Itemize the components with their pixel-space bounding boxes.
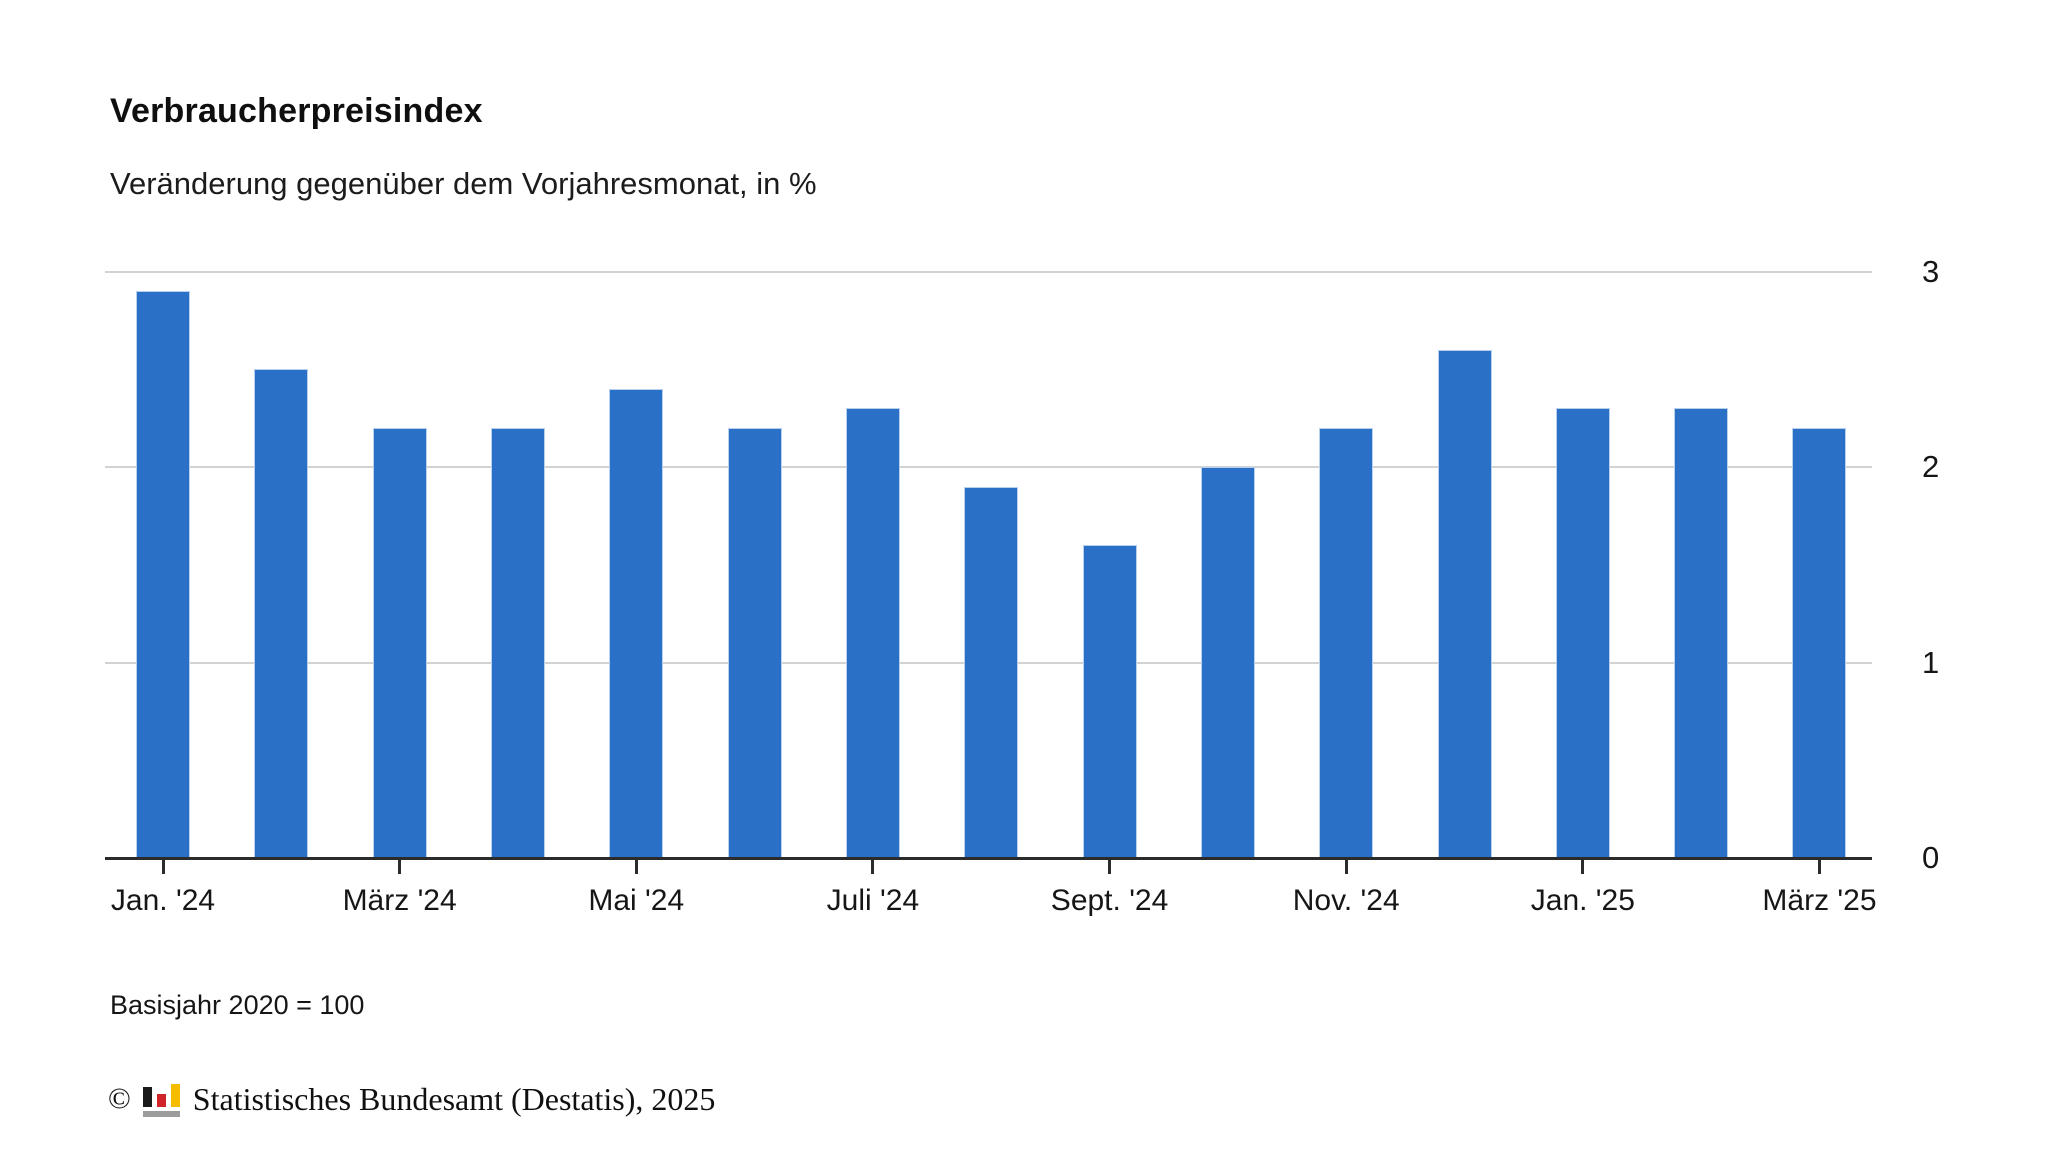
x-tick-jan-24 [161,860,165,874]
bar-aug-24 [964,486,1019,858]
gridline-3 [105,270,1872,273]
x-tick-maerz-25 [1817,860,1821,874]
copyright-text: Statistisches Bundesamt (Destatis), 2025 [192,1081,716,1117]
copyright-symbol: © [108,1082,131,1115]
chart-subtitle: Veränderung gegenüber dem Vorjahresmonat… [110,166,817,201]
bar-jan-24 [136,291,190,858]
chart-title: Verbraucherpreisindex [110,92,483,130]
x-axis-label-jan-25: Jan. '25 [1530,884,1635,917]
bar-sept-24 [1082,545,1137,858]
bar-juli-24 [845,408,900,858]
bar-maerz-24 [372,427,427,858]
x-tick-juli-24 [871,860,875,874]
x-tick-nov-24 [1344,860,1348,874]
x-axis-label-maerz-25: März '25 [1762,884,1877,917]
x-tick-jan-25 [1581,860,1585,874]
x-axis-label-maerz-24: März '24 [342,884,457,917]
y-axis-label-2: 2 [1922,449,1940,484]
bar-okt-24 [1200,467,1255,858]
copyright-line: © Statistisches Bundesamt (Destatis), 20… [108,1080,715,1118]
x-axis-label-juli-24: Juli '24 [826,884,920,917]
bar-febr-24 [254,369,309,858]
gridline-2 [105,466,1872,468]
bar-apr-24 [490,427,545,858]
bar-febr-25 [1674,408,1729,858]
y-axis-label-3: 3 [1922,253,1940,289]
y-axis-label-1: 1 [1922,644,1940,680]
basis-year-note: Basisjahr 2020 = 100 [110,990,365,1020]
bar-maerz-25 [1792,427,1847,858]
x-axis-label-sept-24: Sept. '24 [1050,884,1169,917]
x-axis-label-jan-24: Jan. '24 [110,884,216,917]
destatis-bar-chart-logo-icon [142,1084,180,1117]
x-tick-sept-24 [1108,860,1112,874]
x-axis-label-mai-24: Mai '24 [588,884,685,917]
bar-mai-24 [609,388,664,858]
y-axis-label-0: 0 [1922,840,1940,875]
x-axis-label-nov-24: Nov. '24 [1292,884,1400,917]
bar-juni-24 [727,427,782,858]
x-axis-line [105,857,1872,860]
bar-dez-24 [1437,349,1492,858]
x-tick-mai-24 [634,860,638,874]
bar-nov-24 [1319,427,1374,858]
x-tick-maerz-24 [398,860,402,874]
bar-jan-25 [1555,408,1610,858]
